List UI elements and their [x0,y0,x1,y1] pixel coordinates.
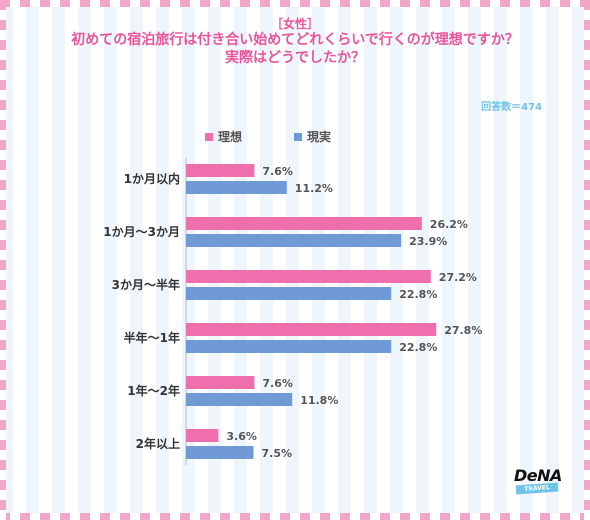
legend-label-actual: 現実 [307,130,332,144]
chart-title-line-1: 初めての宿泊旅行は付き合い始めてどれくらいで行くのが理想ですか？ [71,32,519,48]
legend-swatch-actual [294,132,303,141]
value-label-actual: 22.8% [399,288,437,301]
respondent-count: 回答数＝474 [481,102,542,113]
legend-swatch-ideal [205,132,213,141]
chart-subtitle: ［女性］ [270,17,319,31]
value-label-ideal: 26.2% [430,218,468,231]
value-label-ideal: 27.8% [444,324,482,337]
dashed-border-bottom [0,513,590,520]
legend-item-actual: 現実 [294,128,331,145]
chart-title-line-2: 実際はどうでしたか？ [225,50,365,66]
bar-ideal [186,429,219,442]
dashed-border-right [584,0,590,520]
logo-wordmark: DeNA [514,466,562,485]
value-label-ideal: 7.6% [262,377,293,390]
category-label: 半年〜1年 [124,330,180,345]
bar-ideal [186,376,255,389]
dena-travel-logo: DeNA TRAVEL [514,466,562,496]
chart-header: ［女性］ 初めての宿泊旅行は付き合い始めてどれくらいで行くのが理想ですか？ 実際… [6,7,584,67]
value-label-ideal: 7.6% [262,165,293,178]
bar-actual [186,340,392,353]
bar-ideal [186,217,422,230]
value-label-actual: 23.9% [409,235,447,248]
dashed-border-left [0,0,6,520]
value-label-ideal: 3.6% [226,430,257,443]
category-label: 2年以上 [136,436,180,451]
value-label-ideal: 27.2% [439,271,477,284]
bar-actual [186,446,254,459]
legend-item-ideal: 理想 [205,128,242,145]
value-label-actual: 22.8% [399,341,437,354]
bar-actual [186,181,287,194]
bar-actual [186,393,293,406]
category-label: 1か月〜3か月 [103,225,180,239]
value-label-actual: 11.8% [300,394,338,407]
value-label-actual: 7.5% [262,447,293,460]
value-label-actual: 11.2% [295,182,333,195]
dashed-border-top [0,0,590,7]
chart-legend: 理想 現実 [205,128,331,145]
bar-actual [186,234,402,247]
logo-badge: TRAVEL [515,482,559,495]
bar-ideal [186,164,255,177]
category-label: 1年〜2年 [127,383,180,398]
bar-ideal [186,323,437,336]
category-label: 3か月〜半年 [112,277,180,292]
bar-actual [186,287,392,300]
bar-ideal [186,270,431,283]
legend-label-ideal: 理想 [218,130,243,144]
category-label: 1か月以内 [124,171,180,186]
